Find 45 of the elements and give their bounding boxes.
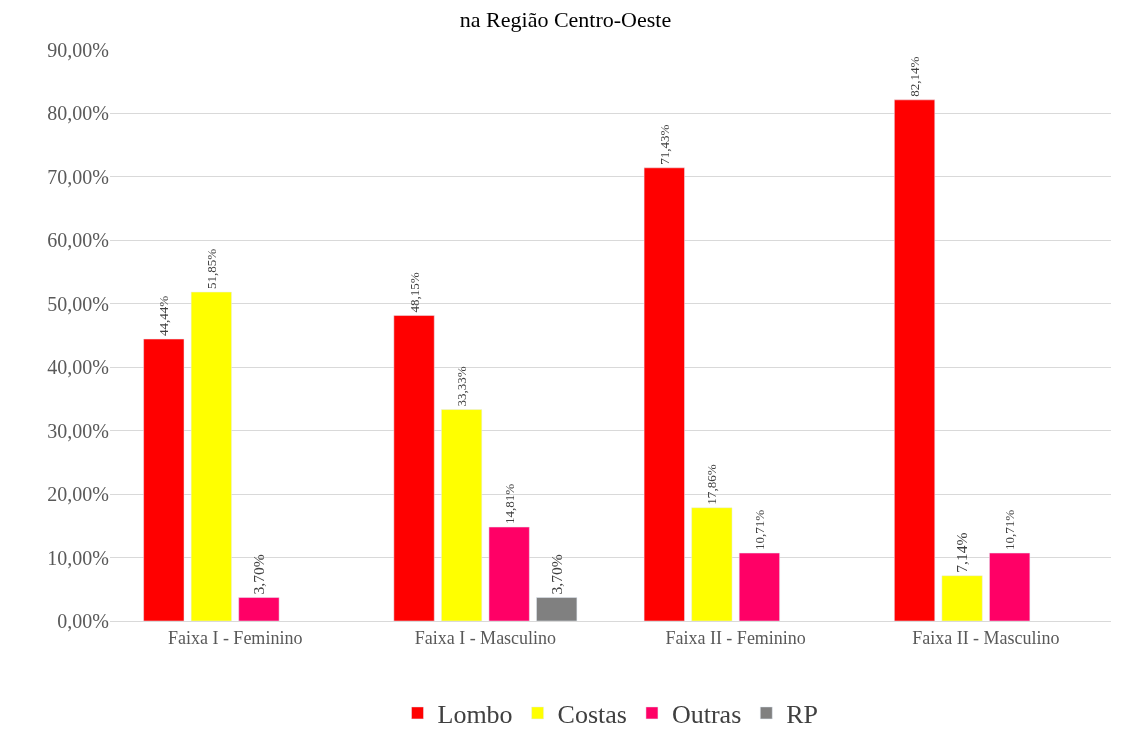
chart-title: na Região Centro-Oeste (459, 6, 672, 32)
bar (393, 315, 435, 621)
bar (989, 552, 1031, 621)
bar (691, 507, 733, 621)
bar (143, 338, 185, 621)
data-label: 7,14% (953, 532, 971, 573)
data-label: 14,81% (501, 483, 517, 525)
legend-label: Outras (671, 700, 742, 730)
y-tick-label: 0,00% (57, 610, 109, 632)
data-label: 3,70% (250, 554, 268, 595)
y-tick-label: 70,00% (47, 165, 109, 188)
data-label: 51,85% (203, 248, 219, 290)
data-label: 71,43% (656, 124, 672, 165)
y-tick-label: 20,00% (47, 483, 109, 506)
y-tick-label: 80,00% (47, 102, 109, 125)
bar (894, 99, 936, 621)
y-tick-label: 30,00% (47, 419, 109, 442)
y-tick-label: 50,00% (47, 292, 109, 315)
x-tick-label: Faixa I - Feminino (167, 627, 303, 648)
data-label: 10,71% (751, 509, 767, 551)
x-tick-label: Faixa II - Masculino (912, 627, 1060, 648)
legend-label: RP (786, 700, 819, 730)
y-tick-label: 60,00% (47, 229, 109, 252)
bar (536, 597, 578, 621)
data-label: 10,71% (1002, 509, 1018, 551)
bar (643, 167, 685, 621)
data-label: 17,86% (704, 464, 720, 505)
data-label: 3,70% (548, 554, 566, 595)
y-tick-label: 40,00% (47, 356, 109, 379)
data-label: 33,33% (454, 366, 470, 407)
data-label: 82,14% (907, 56, 923, 97)
bar (441, 409, 483, 621)
bar (941, 575, 983, 621)
bar (488, 526, 530, 621)
data-label: 44,44% (156, 295, 172, 337)
legend-label: Lombo (437, 700, 513, 730)
y-tick-label: 10,00% (47, 546, 109, 569)
y-tick-label: 90,00% (47, 39, 109, 61)
bar (738, 552, 780, 621)
legend-label: Costas (557, 700, 627, 730)
data-label: 48,15% (406, 272, 422, 313)
bar (238, 597, 280, 621)
bar (190, 291, 232, 621)
x-tick-label: Faixa I - Masculino (414, 627, 557, 648)
x-tick-label: Faixa II - Feminino (665, 627, 806, 648)
